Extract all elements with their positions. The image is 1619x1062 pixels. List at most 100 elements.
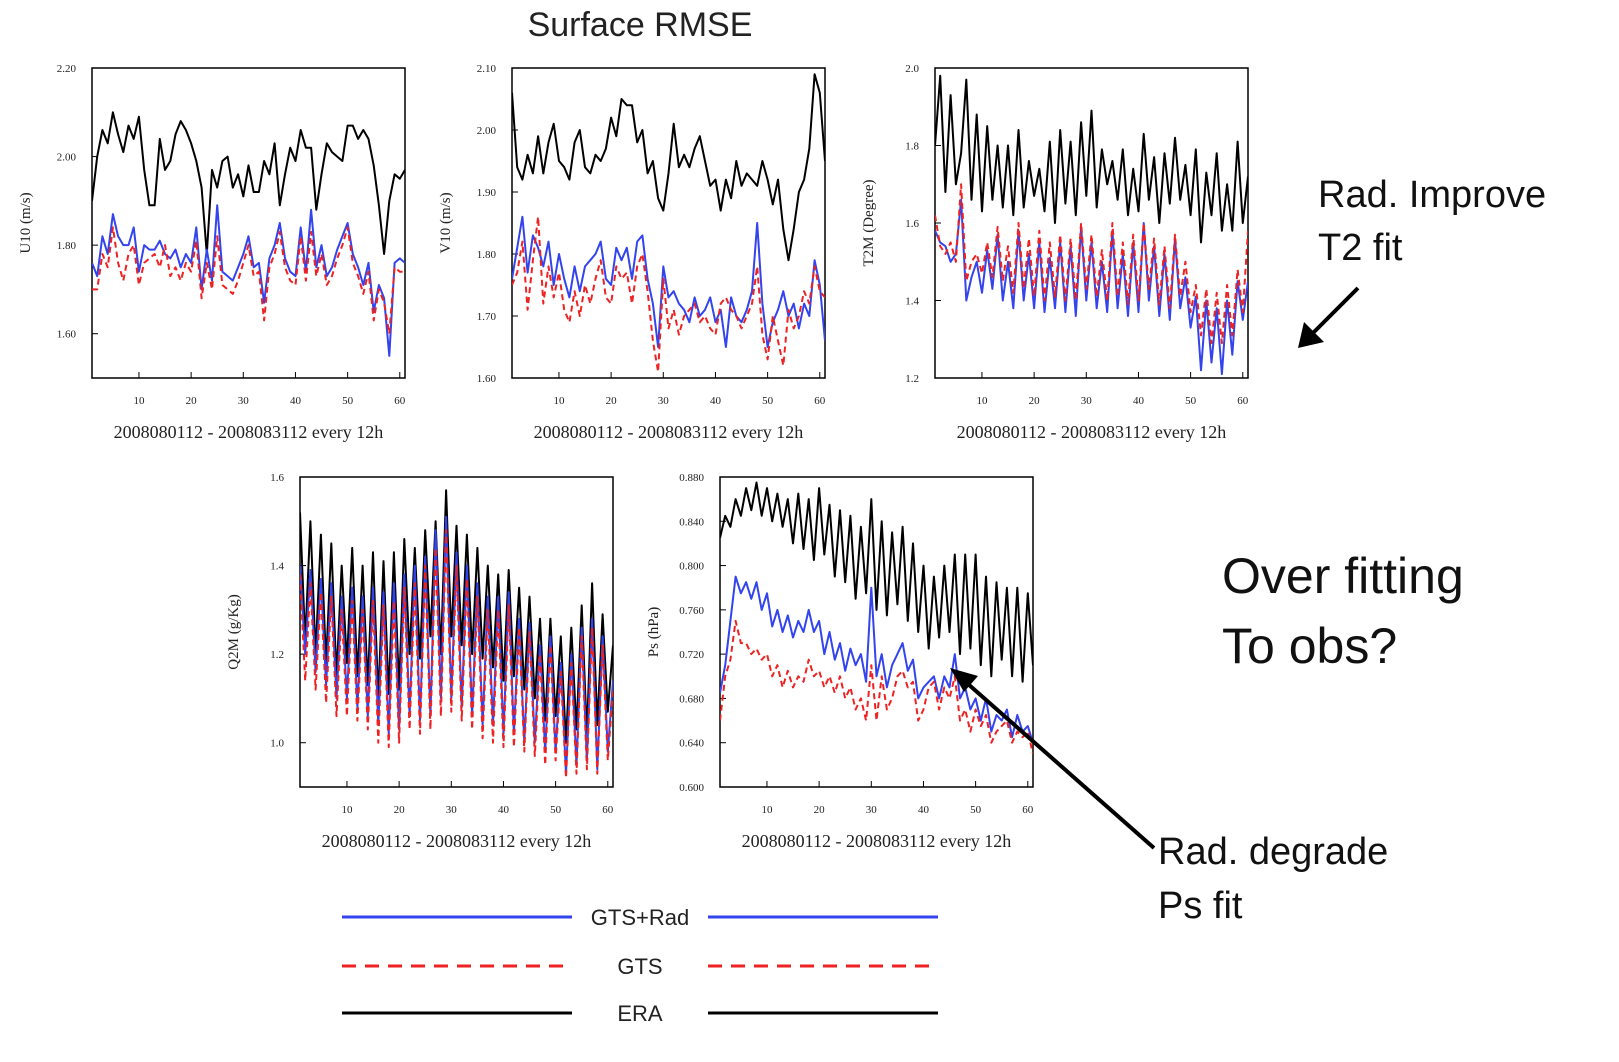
y-tick-label: 0.800: [679, 561, 704, 573]
chart-ps: 0.600 0.640 0.680 0.720 0.760 0.800 0.840 0.880…: [646, 472, 1034, 851]
y-tick-label: 1.4: [270, 561, 284, 573]
annotation-overfit: Over fitting To obs?: [1222, 548, 1464, 674]
y-tick-label: 1.2: [270, 649, 284, 661]
series-line-gts: [512, 215, 825, 373]
y-tick-label: 1.0: [270, 738, 284, 750]
x-tick-label: 20: [186, 395, 198, 407]
x-tick-label: 50: [1185, 395, 1197, 407]
x-tick-label: 30: [446, 804, 458, 816]
x-tick-label: 50: [970, 804, 982, 816]
y-axis-label: Ps (hPa): [646, 607, 662, 657]
x-tick-label: 10: [341, 804, 353, 816]
y-tick-label: 0.880: [679, 472, 704, 484]
series-line-gts-rad: [300, 515, 613, 775]
x-tick-label: 30: [238, 395, 250, 407]
x-tick-label: 20: [394, 804, 406, 816]
y-axis-label: U10 (m/s): [18, 192, 34, 253]
annotation-t2-arrowhead: [1298, 322, 1324, 348]
y-axis-label: V10 (m/s): [438, 192, 454, 253]
annotation-ps-line1: Rad. degrade: [1158, 831, 1388, 873]
series-line-era: [92, 111, 405, 255]
annotation-ps-arrowhead: [950, 668, 978, 692]
y-tick-label: 1.90: [477, 187, 497, 199]
figure-title: Surface RMSE: [528, 6, 753, 44]
chart-t2m: 1.2 1.4 1.6 1.8 2.0 10 20 30 40 50 60 T2M (Degree) 2…: [861, 63, 1249, 442]
x-tick-label: 50: [550, 804, 562, 816]
x-tick-label: 20: [606, 395, 618, 407]
y-tick-label: 0.600: [679, 782, 704, 794]
y-tick-label: 2.20: [57, 63, 77, 75]
annotation-t2: Rad. Improve T2 fit: [1298, 174, 1546, 348]
y-tick-label: 1.6: [270, 472, 284, 484]
x-tick-label: 10: [761, 804, 773, 816]
y-tick-label: 1.4: [905, 296, 919, 308]
x-axis-label: 2008080112 - 2008083112 every 12h: [742, 831, 1012, 851]
x-tick-label: 50: [342, 395, 354, 407]
legend-label-gts-rad: GTS+Rad: [591, 905, 689, 930]
legend-label-gts: GTS: [617, 954, 662, 979]
x-axis-label: 2008080112 - 2008083112 every 12h: [114, 422, 384, 442]
series-line-era: [512, 73, 825, 262]
x-axis-label: 2008080112 - 2008083112 every 12h: [534, 422, 804, 442]
series-line-gts: [935, 183, 1248, 345]
y-tick-label: 0.760: [679, 605, 704, 617]
x-axis-label: 2008080112 - 2008083112 every 12h: [322, 831, 592, 851]
x-tick-label: 20: [1029, 395, 1041, 407]
x-tick-label: 60: [1237, 395, 1249, 407]
y-tick-label: 0.640: [679, 738, 704, 750]
plot-frame: [91, 67, 406, 379]
y-tick-label: 1.80: [57, 240, 77, 252]
series-line-era: [300, 489, 613, 744]
y-tick-label: 1.2: [905, 373, 919, 385]
y-axis-label: T2M (Degree): [861, 179, 877, 266]
x-tick-label: 40: [290, 395, 302, 407]
x-tick-label: 60: [1022, 804, 1034, 816]
annotation-t2-line1: Rad. Improve: [1318, 174, 1546, 216]
chart-u10: 1.60 1.80 2.00 2.20 10 20 30 40 50 60 U10 (m/s) 200…: [18, 63, 406, 442]
series-line-era: [935, 74, 1248, 244]
x-tick-label: 40: [1133, 395, 1145, 407]
x-tick-label: 40: [918, 804, 930, 816]
y-tick-label: 0.680: [679, 693, 704, 705]
x-tick-label: 10: [976, 395, 988, 407]
annotation-ps-line2: Ps fit: [1158, 885, 1243, 927]
chart-v10: 1.60 1.70 1.80 1.90 2.00 2.10 10 20 30 40 50 60 V10 …: [438, 63, 826, 442]
y-tick-label: 0.840: [679, 516, 704, 528]
x-tick-label: 30: [658, 395, 670, 407]
y-tick-label: 1.70: [477, 311, 497, 323]
series-line-gts: [720, 619, 1033, 755]
annotation-overfit-line1: Over fitting: [1222, 548, 1464, 604]
y-tick-label: 2.00: [477, 125, 497, 137]
y-tick-label: 1.6: [905, 218, 919, 230]
x-axis-label: 2008080112 - 2008083112 every 12h: [957, 422, 1227, 442]
plot-frame: [719, 476, 1034, 788]
y-tick-label: 1.8: [905, 141, 919, 153]
annotation-t2-line2: T2 fit: [1318, 227, 1403, 269]
x-tick-label: 60: [814, 395, 826, 407]
series-line-gts-rad: [92, 204, 405, 357]
x-tick-label: 10: [553, 395, 565, 407]
series-line-gts: [92, 226, 405, 335]
chart-q2m: 1.0 1.2 1.4 1.6 10 20 30 40 50 60 Q2M (g/Kg) 200808…: [226, 472, 614, 851]
legend-label-era: ERA: [617, 1001, 663, 1026]
annotation-t2-arrow-shaft: [1308, 286, 1360, 338]
legend: GTS+Rad GTS ERA: [342, 905, 938, 1026]
x-tick-label: 40: [498, 804, 510, 816]
x-tick-label: 30: [1081, 395, 1093, 407]
annotation-ps-arrow-shaft: [966, 682, 1156, 850]
plot-frame: [511, 67, 826, 379]
y-tick-label: 1.60: [477, 373, 497, 385]
series-line-gts-rad: [720, 575, 1033, 743]
x-tick-label: 40: [710, 395, 722, 407]
y-tick-label: 1.80: [477, 249, 497, 261]
x-tick-label: 30: [866, 804, 878, 816]
y-tick-label: 2.10: [477, 63, 497, 75]
series-line-gts: [300, 529, 613, 780]
annotation-overfit-line2: To obs?: [1222, 618, 1397, 674]
series-line-era: [720, 481, 1033, 683]
x-tick-label: 60: [394, 395, 406, 407]
x-tick-label: 10: [133, 395, 145, 407]
annotation-ps: Rad. degrade Ps fit: [950, 668, 1388, 927]
y-axis-label: Q2M (g/Kg): [226, 594, 242, 669]
